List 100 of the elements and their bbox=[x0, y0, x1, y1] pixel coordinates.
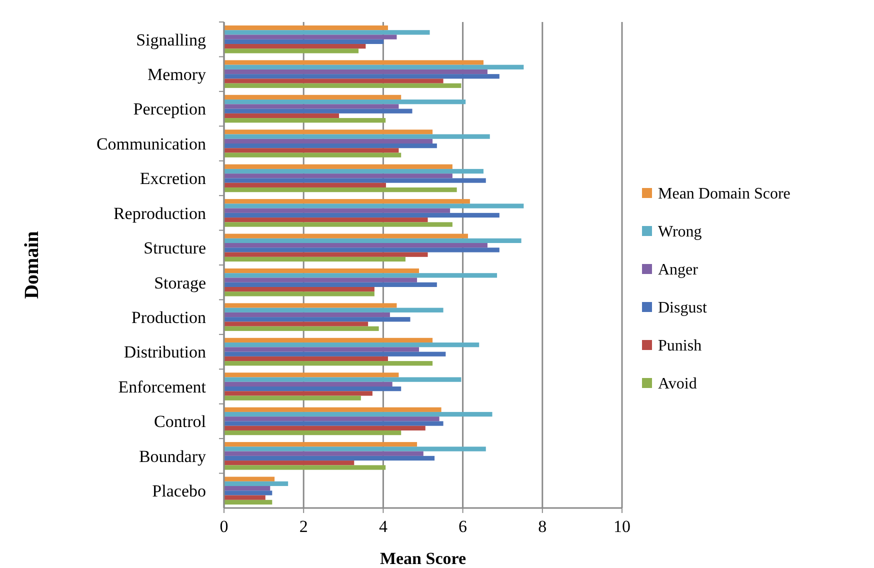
bar bbox=[224, 282, 437, 287]
bar bbox=[224, 486, 270, 491]
bar bbox=[224, 442, 418, 447]
bar bbox=[224, 60, 484, 65]
y-tick-label: Reproduction bbox=[113, 204, 206, 223]
bar bbox=[224, 64, 524, 70]
y-tick-label: Excretion bbox=[140, 169, 206, 188]
bar bbox=[224, 187, 457, 192]
bar bbox=[224, 144, 437, 148]
legend-label: Avoid bbox=[658, 376, 697, 393]
bar bbox=[224, 476, 275, 482]
bar bbox=[224, 451, 424, 456]
bar bbox=[224, 426, 426, 430]
y-tick-label: Signalling bbox=[136, 30, 206, 50]
bar bbox=[224, 100, 466, 104]
bar bbox=[224, 352, 446, 356]
bar bbox=[224, 312, 390, 318]
bar bbox=[224, 48, 359, 54]
bar bbox=[224, 292, 374, 296]
bar bbox=[224, 113, 340, 118]
bar bbox=[224, 130, 433, 134]
x-tick-label: 10 bbox=[614, 517, 630, 536]
bar bbox=[224, 456, 435, 461]
bar bbox=[224, 421, 444, 426]
y-tick-label: Control bbox=[154, 412, 206, 432]
bar bbox=[224, 416, 440, 422]
bar bbox=[224, 317, 410, 322]
bar bbox=[224, 44, 366, 49]
bar bbox=[224, 322, 368, 326]
legend-label: Wrong bbox=[658, 224, 702, 241]
bar bbox=[224, 361, 433, 366]
bar bbox=[224, 430, 402, 436]
bar bbox=[224, 178, 486, 183]
bar bbox=[224, 204, 524, 208]
x-tick-label: 4 bbox=[378, 517, 388, 536]
bar bbox=[224, 248, 500, 252]
bar bbox=[224, 273, 498, 278]
y-axis-title: Domain bbox=[21, 231, 43, 299]
legend-label: Mean Domain Score bbox=[658, 186, 790, 203]
bar bbox=[224, 278, 418, 282]
bar bbox=[224, 342, 480, 348]
y-tick-label: Structure bbox=[144, 238, 206, 258]
bar bbox=[224, 308, 444, 312]
bar bbox=[224, 30, 430, 35]
bar bbox=[224, 446, 486, 452]
y-tick-label: Perception bbox=[133, 100, 206, 119]
bar bbox=[224, 412, 492, 417]
bar bbox=[224, 252, 428, 257]
bar bbox=[224, 74, 500, 79]
y-tick-label: Memory bbox=[147, 65, 206, 84]
bar bbox=[224, 286, 374, 292]
bar bbox=[224, 338, 433, 343]
bar bbox=[224, 326, 379, 331]
bar bbox=[224, 356, 388, 362]
y-tick-label: Storage bbox=[154, 273, 206, 292]
legend-label: Disgust bbox=[658, 300, 708, 317]
x-tick-label: 2 bbox=[299, 517, 308, 536]
y-tick-label: Enforcement bbox=[118, 377, 206, 396]
bar bbox=[224, 78, 444, 84]
bar bbox=[224, 495, 266, 500]
bar bbox=[224, 256, 406, 262]
bar bbox=[224, 208, 450, 213]
bar bbox=[224, 108, 412, 114]
bar bbox=[224, 138, 433, 144]
bar bbox=[224, 490, 272, 496]
bar bbox=[224, 174, 452, 178]
bar bbox=[224, 222, 452, 227]
x-axis-title: Mean Score bbox=[380, 549, 466, 568]
bar bbox=[224, 234, 468, 238]
bar bbox=[224, 243, 488, 248]
bar bbox=[224, 386, 402, 392]
bar bbox=[224, 238, 522, 244]
y-tick-label: Communication bbox=[96, 134, 206, 154]
bar bbox=[224, 25, 388, 30]
bar bbox=[224, 168, 484, 174]
bar bbox=[224, 39, 384, 44]
bar bbox=[224, 199, 470, 204]
legend-label: Punish bbox=[658, 338, 702, 355]
y-tick-label: Boundary bbox=[138, 446, 206, 466]
y-tick-label: Distribution bbox=[124, 342, 206, 362]
bar bbox=[224, 391, 372, 396]
bar bbox=[224, 118, 386, 123]
bar bbox=[224, 134, 490, 139]
bar bbox=[224, 69, 488, 74]
bar bbox=[224, 465, 386, 470]
bar bbox=[224, 34, 397, 40]
bar bbox=[224, 212, 500, 218]
bar bbox=[224, 152, 402, 158]
legend-label: Anger bbox=[658, 262, 699, 279]
bar bbox=[224, 372, 399, 378]
bar bbox=[224, 382, 392, 386]
bar bbox=[224, 148, 399, 153]
y-tick-label: Placebo bbox=[152, 482, 206, 501]
bar bbox=[224, 104, 399, 109]
bar bbox=[224, 303, 397, 308]
x-tick-label: 6 bbox=[458, 517, 468, 536]
bar bbox=[224, 407, 442, 412]
bar bbox=[224, 396, 361, 400]
bar bbox=[224, 377, 462, 382]
bar bbox=[224, 164, 452, 169]
